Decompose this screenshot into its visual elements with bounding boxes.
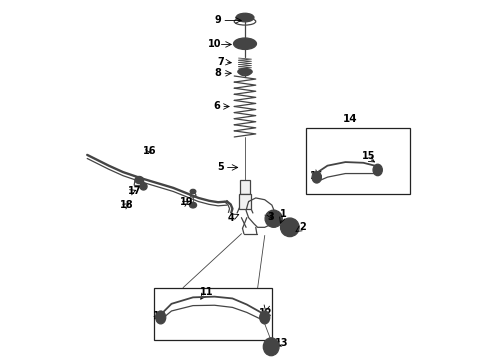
Text: 7: 7 [217,57,224,67]
Ellipse shape [263,338,279,356]
Text: 15: 15 [310,171,323,181]
Ellipse shape [190,189,196,194]
Ellipse shape [272,225,275,226]
Bar [240,180,250,194]
Ellipse shape [267,221,269,223]
Ellipse shape [272,211,275,213]
Ellipse shape [267,214,269,216]
Text: 4: 4 [228,213,235,222]
Text: 12: 12 [259,307,273,318]
Ellipse shape [281,226,283,228]
Text: 19: 19 [180,197,194,207]
Ellipse shape [278,221,281,223]
Ellipse shape [190,202,196,208]
Bar [153,288,272,339]
Text: 18: 18 [120,200,133,210]
Text: 2: 2 [299,222,306,232]
Ellipse shape [373,164,382,176]
Text: 14: 14 [343,114,357,125]
Ellipse shape [285,233,287,235]
Text: 11: 11 [200,287,214,297]
Text: 8: 8 [215,68,221,78]
Ellipse shape [312,172,321,183]
Ellipse shape [238,68,252,75]
Text: 1: 1 [280,209,287,219]
Ellipse shape [278,214,281,216]
Bar [306,128,410,194]
Ellipse shape [285,220,287,222]
Text: 9: 9 [215,15,221,26]
Text: 17: 17 [128,186,141,196]
Bar [239,194,251,209]
Text: 15: 15 [362,150,375,161]
Ellipse shape [140,183,147,190]
Ellipse shape [260,311,270,324]
Text: 6: 6 [214,102,220,112]
Ellipse shape [236,13,254,22]
Text: 5: 5 [217,162,224,172]
Text: 12: 12 [152,311,166,321]
Ellipse shape [156,311,166,324]
Ellipse shape [269,339,274,343]
Ellipse shape [234,38,256,49]
Text: 10: 10 [208,40,221,49]
Ellipse shape [296,226,298,228]
Text: 3: 3 [268,212,274,221]
Text: 16: 16 [143,146,156,156]
Ellipse shape [293,220,294,222]
Ellipse shape [265,210,282,227]
Text: 13: 13 [274,338,288,348]
Ellipse shape [293,233,294,235]
Ellipse shape [280,218,299,237]
Ellipse shape [135,176,144,184]
